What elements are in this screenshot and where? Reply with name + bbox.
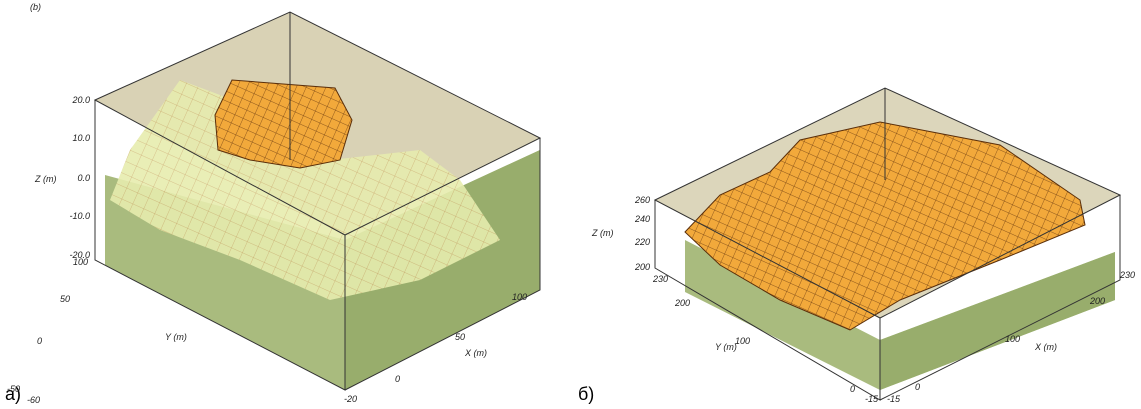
dump-body: [215, 80, 352, 168]
tick-label: 100: [512, 292, 527, 302]
y-axis-label: Y (m): [165, 332, 187, 342]
z-axis-label: Z (m): [591, 228, 614, 238]
x-axis-label: X (m): [464, 348, 487, 358]
panel-a: а) (b) Z (m) Y (m) X (m) 20.010.00.0-10.…: [5, 2, 540, 405]
tick-label: 200: [674, 298, 690, 308]
tick-label: 230: [1119, 270, 1135, 280]
tick-label: 20.0: [71, 95, 90, 105]
tick-label: 260: [634, 195, 650, 205]
corner-text: (b): [30, 2, 41, 12]
tick-label: 50: [60, 294, 70, 304]
tick-label: 100: [1005, 334, 1020, 344]
tick-label: 0: [37, 336, 42, 346]
tick-label: -15: [865, 394, 879, 404]
tick-label: 0.0: [77, 173, 90, 183]
z-axis-label: Z (m): [34, 174, 57, 184]
tick-label: 240: [634, 214, 650, 224]
tick-label: -60: [27, 395, 40, 405]
y-axis-label: Y (m): [715, 342, 737, 352]
panel-b: б) Z (m) Y (m) X (m) 2602402202002302001…: [578, 88, 1135, 404]
tick-label: 100: [735, 336, 750, 346]
x-axis-label: X (m): [1034, 342, 1057, 352]
tick-label: -10.0: [69, 211, 90, 221]
tick-label: 230: [652, 274, 668, 284]
tick-label: 0: [850, 384, 855, 394]
tick-label: 200: [1089, 296, 1105, 306]
tick-label: 10.0: [72, 133, 90, 143]
tick-label: -20: [344, 394, 357, 404]
figure: а) (b) Z (m) Y (m) X (m) 20.010.00.0-10.…: [0, 0, 1141, 409]
tick-label: 200: [634, 262, 650, 272]
panel-label: б): [578, 384, 594, 404]
tick-label: 220: [634, 237, 650, 247]
tick-label: 0: [395, 374, 400, 384]
tick-label: -50: [7, 384, 20, 394]
tick-label: 0: [915, 382, 920, 392]
tick-label: 50: [455, 332, 465, 342]
tick-label: 100: [73, 257, 88, 267]
tick-label: -15: [887, 394, 901, 404]
